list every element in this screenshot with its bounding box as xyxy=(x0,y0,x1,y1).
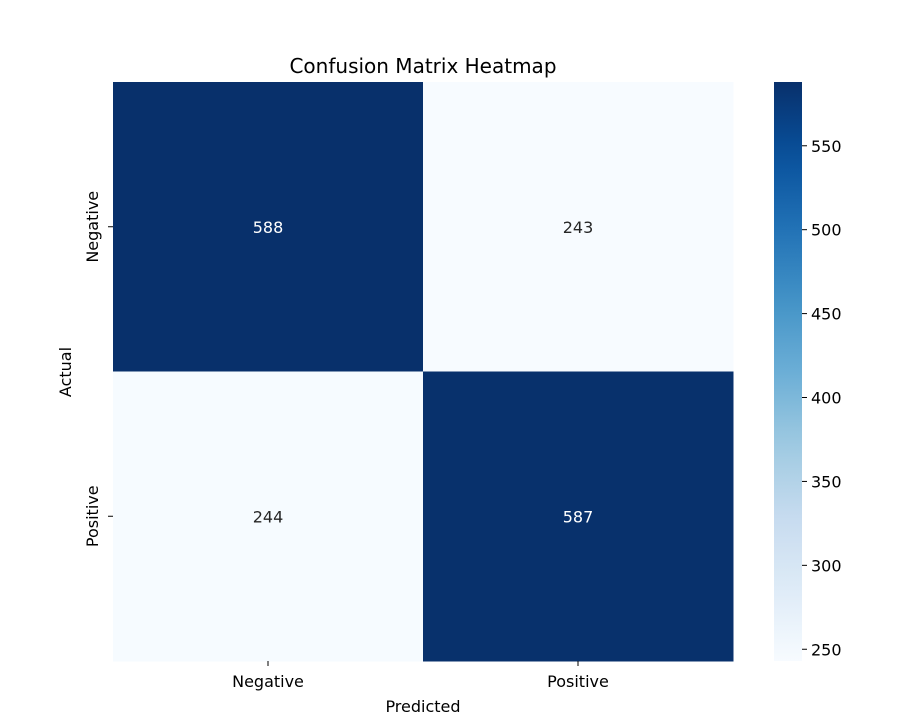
cell-value-label: 588 xyxy=(253,218,284,237)
x-axis: Negative Positive xyxy=(232,661,609,691)
colorbar-tick-label: 250 xyxy=(811,640,842,659)
colorbar-tick-label: 400 xyxy=(811,389,842,408)
cell-value-label: 587 xyxy=(563,507,594,526)
colorbar-tick-label: 450 xyxy=(811,305,842,324)
chart-title: Confusion Matrix Heatmap xyxy=(289,54,556,78)
x-tick-label: Positive xyxy=(547,672,609,691)
colorbar-tick-label: 550 xyxy=(811,137,842,156)
x-axis-label: Predicted xyxy=(385,697,460,716)
x-tick-label: Negative xyxy=(232,672,304,691)
y-tick-label: Negative xyxy=(83,191,102,263)
heatmap-cell xyxy=(113,82,424,372)
colorbar-gradient xyxy=(774,82,802,661)
y-tick-label: Positive xyxy=(83,485,102,547)
heatmap-cell xyxy=(113,371,424,662)
heatmap-cell xyxy=(423,371,734,662)
colorbar: 250 300 350 400 450 500 550 xyxy=(774,82,842,661)
y-axis: Negative Positive xyxy=(83,191,113,547)
colorbar-tick-label: 500 xyxy=(811,221,842,240)
heatmap-cells: 588 243 244 587 xyxy=(113,82,734,662)
colorbar-tick-label: 300 xyxy=(811,556,842,575)
y-axis-label: Actual xyxy=(56,347,75,397)
colorbar-tick-label: 350 xyxy=(811,472,842,491)
cell-value-label: 243 xyxy=(563,218,594,237)
cell-value-label: 244 xyxy=(253,507,284,526)
heatmap-cell xyxy=(423,82,734,372)
